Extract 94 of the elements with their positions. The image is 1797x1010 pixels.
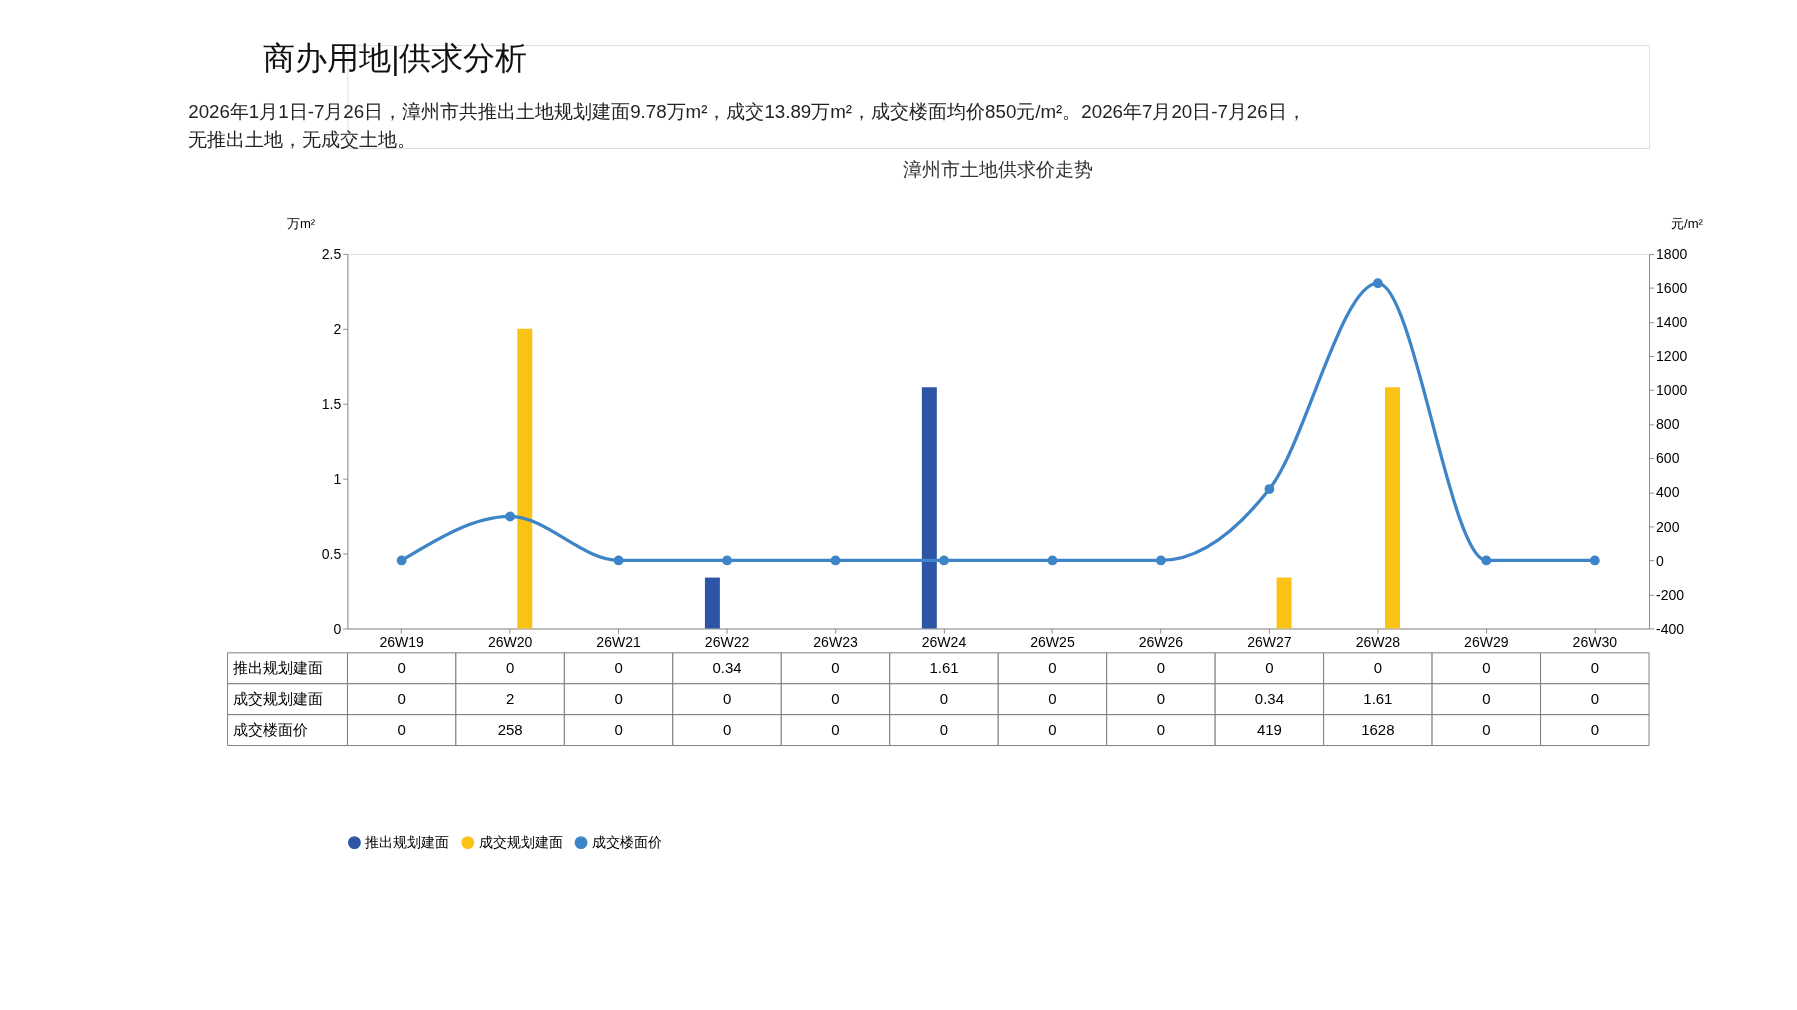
data-label: 0 [722, 720, 732, 738]
point [1047, 555, 1058, 566]
y-tick-label: 2.5 [321, 246, 342, 263]
x-tick-label: 26W28 [1355, 633, 1401, 650]
y2-tick-label: 0 [1656, 552, 1665, 569]
bar [921, 387, 937, 629]
y2-tick-label: 200 [1656, 518, 1680, 535]
bar [1276, 577, 1292, 629]
data-label: 258 [497, 720, 523, 738]
data-label: 0.34 [1254, 689, 1284, 707]
x-tick-label: 26W22 [704, 633, 750, 650]
point [1156, 555, 1166, 566]
point [1481, 555, 1492, 566]
point [722, 555, 732, 566]
y-tick-label: 0.5 [321, 545, 342, 562]
text: 成交规划建面 [233, 689, 324, 707]
text: 2026年1月1日-7月26日，漳州市共推出土地规划建面9.78万m²，成交13.89万m²，成交楼面均价850元/m²。2026年7月20日-7月26日，无推出土地，无成交土地。 [188, 101, 1306, 151]
point [1264, 484, 1275, 494]
y2-tick-label: 1400 [1656, 314, 1688, 331]
point [505, 511, 516, 522]
point [1372, 278, 1383, 289]
point [830, 555, 841, 566]
y2-axis-title: 元/m² [1671, 216, 1704, 232]
x-tick-label: 26W29 [1464, 633, 1509, 650]
data-label: 2 [505, 689, 515, 707]
data-label: 0 [831, 658, 840, 676]
data-label: 0 [397, 689, 406, 707]
data-label: 0 [939, 689, 949, 707]
y-tick-label: 1 [333, 470, 342, 487]
x-tick-label: 26W20 [487, 633, 533, 650]
y2-tick-label: 600 [1656, 450, 1680, 467]
data-label: 0 [1482, 689, 1491, 707]
y2-tick-label: 400 [1656, 484, 1680, 501]
point [396, 555, 407, 566]
data-label: 0 [1590, 658, 1599, 676]
y2-tick-label: 1600 [1656, 280, 1688, 297]
data-label: 0 [614, 658, 623, 676]
data-label: 0 [505, 658, 515, 676]
data-label: 0 [831, 720, 840, 738]
data-label: 0 [1156, 658, 1166, 676]
data-label: 0 [1156, 720, 1166, 738]
y-tick-label: 1.5 [321, 395, 342, 412]
data-label: 0 [1590, 720, 1599, 738]
text: 推出规划建面 [233, 658, 324, 676]
data-label: 0.34 [712, 658, 742, 676]
data-label: 0 [1048, 689, 1057, 707]
legend-label: 推出规划建面 [365, 834, 450, 851]
data-label: 0 [614, 720, 623, 738]
data-label: 0 [1156, 689, 1166, 707]
text: 成交楼面价 [233, 720, 309, 738]
data-label: 0 [831, 689, 840, 707]
y2-tick-label: 1000 [1656, 382, 1688, 399]
y2-tick-label: 1800 [1656, 246, 1688, 263]
point [939, 555, 949, 566]
data-label: 0 [397, 658, 406, 676]
x-tick-label: 26W27 [1247, 633, 1292, 650]
data-label: 0 [1590, 689, 1599, 707]
x-tick-label: 26W19 [379, 633, 425, 650]
data-label: 0 [1482, 658, 1491, 676]
bar [704, 577, 720, 629]
data-label: 0 [1048, 720, 1057, 738]
legend-label: 成交规划建面 [478, 834, 563, 851]
data-label: 0 [1048, 658, 1057, 676]
data-label: 0 [614, 689, 623, 707]
data-label: 1.61 [1363, 689, 1393, 707]
x-tick-label: 26W30 [1572, 633, 1618, 650]
data-label: 0 [1373, 658, 1383, 676]
x-tick-label: 26W21 [596, 633, 642, 650]
data-label: 1.61 [929, 658, 959, 676]
y-tick-label: 0 [333, 620, 342, 637]
y2-tick-label: -400 [1656, 620, 1685, 637]
data-label: 0 [1482, 720, 1491, 738]
x-tick-label: 26W26 [1138, 633, 1184, 650]
y2-tick-label: -200 [1656, 586, 1685, 603]
legend-label: 成交楼面价 [591, 834, 662, 851]
y2-tick-label: 1200 [1656, 348, 1688, 365]
data-label: 0 [722, 689, 732, 707]
data-label: 0 [1265, 658, 1274, 676]
text: 商办用地|供求分析 [263, 39, 528, 76]
bar [517, 328, 533, 629]
data-label: 0 [397, 720, 406, 738]
chart-title: 漳州市土地供求价走势 [903, 159, 1094, 181]
x-tick-label: 26W23 [813, 633, 858, 650]
y2-tick-label: 800 [1656, 416, 1680, 433]
data-label: 0 [939, 720, 949, 738]
bar [1385, 387, 1401, 629]
y-tick-label: 2 [333, 321, 342, 337]
data-label: 1628 [1361, 720, 1395, 738]
point [1589, 555, 1600, 566]
x-tick-label: 26W24 [921, 633, 967, 650]
y-axis-title: 万m² [286, 216, 316, 232]
data-label: 419 [1256, 720, 1282, 738]
x-tick-label: 26W25 [1030, 633, 1075, 650]
point [613, 555, 624, 566]
